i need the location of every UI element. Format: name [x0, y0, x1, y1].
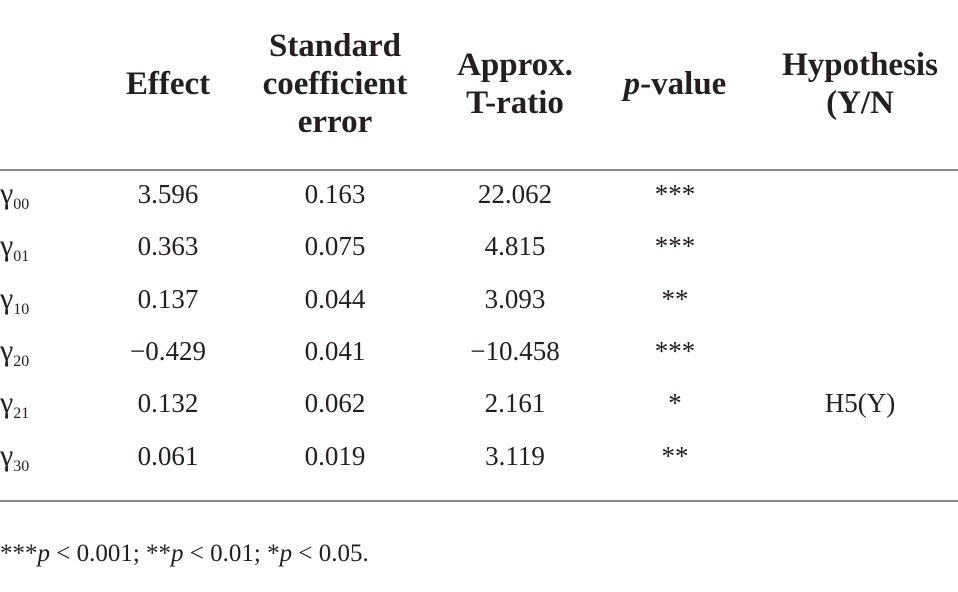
- cell-std-error: 0.019: [304, 440, 366, 471]
- table-row: γ00 3.596 0.163 22.062 ***: [0, 168, 958, 220]
- header-p-italic: p: [623, 66, 641, 102]
- cell-t-ratio: 4.815: [484, 231, 546, 262]
- cell-std-error: 0.163: [304, 179, 366, 209]
- cell-effect: 0.137: [137, 283, 199, 314]
- cell-hypothesis: [762, 325, 958, 377]
- header-p-line: p-value: [624, 65, 727, 103]
- gamma-symbol: γ: [0, 177, 14, 210]
- table-row: γ20 −0.429 0.041 −10.458 ***: [0, 325, 958, 377]
- footnote-p-italic: p: [279, 540, 293, 567]
- header-se-line-1: Standard: [268, 28, 402, 64]
- cell-effect: 0.132: [137, 388, 199, 419]
- gamma-symbol: γ: [0, 281, 14, 315]
- header-se-line-2: coefficient: [262, 66, 408, 102]
- gamma-symbol: γ: [0, 229, 14, 263]
- footnote-text: < 0.05.: [292, 540, 369, 567]
- header-hypothesis: Hypothesis (Y/N: [762, 0, 958, 168]
- gamma-symbol: γ: [0, 333, 14, 367]
- header-t-ratio: Approx. T-ratio: [440, 0, 590, 168]
- cell-effect: 3.596: [137, 179, 199, 209]
- parameter-subscript: 21: [13, 405, 30, 423]
- footnote-text: < 0.01; *: [183, 540, 280, 567]
- bottom-rule: [0, 500, 958, 502]
- row-parameter: γ00: [0, 168, 60, 220]
- row-parameter: γ30: [0, 430, 60, 482]
- row-parameter: γ01: [0, 220, 60, 272]
- cell-hypothesis: H5(Y): [824, 388, 896, 419]
- row-parameter: γ10: [0, 273, 60, 325]
- top-rule: [0, 169, 958, 171]
- footnote-p-italic: p: [171, 540, 184, 567]
- cell-hypothesis: [762, 273, 958, 325]
- cell-p-value: **: [661, 283, 689, 314]
- header-t-line-2: T-ratio: [466, 85, 564, 121]
- header-se-line-3: error: [297, 104, 373, 140]
- cell-hypothesis: [762, 168, 958, 220]
- cell-effect: 0.061: [137, 440, 199, 471]
- cell-hypothesis: [762, 220, 958, 272]
- cell-t-ratio: 3.119: [485, 440, 545, 471]
- gamma-symbol: γ: [0, 386, 14, 420]
- row-parameter: γ20: [0, 325, 60, 377]
- cell-t-ratio: −10.458: [470, 335, 560, 366]
- parameter-subscript: 30: [13, 457, 30, 475]
- header-t-line-1: Approx.: [457, 47, 573, 83]
- parameter-subscript: 00: [13, 196, 30, 213]
- header-p-value: p-value: [600, 0, 750, 168]
- cell-p-value: ***: [654, 231, 696, 262]
- cell-std-error: 0.041: [304, 335, 366, 366]
- cell-effect: −0.429: [130, 335, 206, 366]
- header-p-rest: -value: [640, 66, 727, 102]
- header-standard-error: Standard coefficient error: [245, 0, 425, 168]
- cell-effect: 0.363: [137, 231, 199, 262]
- table-row: γ10 0.137 0.044 3.093 **: [0, 273, 958, 325]
- table-row: γ30 0.061 0.019 3.119 **: [0, 430, 958, 482]
- cell-p-value: *: [668, 388, 682, 419]
- cell-hypothesis: [762, 430, 958, 482]
- parameter-subscript: 20: [13, 352, 30, 370]
- header-hyp-line-2: (Y/N: [826, 85, 894, 121]
- parameter-subscript: 01: [13, 248, 30, 266]
- cell-t-ratio: 2.161: [484, 388, 546, 419]
- cell-p-value: **: [661, 440, 689, 471]
- header-effect-line: Effect: [125, 66, 211, 102]
- parameter-subscript: 10: [13, 300, 30, 318]
- cell-p-value: ***: [654, 335, 696, 366]
- cell-t-ratio: 3.093: [484, 283, 546, 314]
- row-parameter: γ21: [0, 377, 60, 429]
- cell-t-ratio: 22.062: [477, 179, 553, 209]
- header-hyp-line-1: Hypothesis: [782, 47, 938, 83]
- footnote: ***p < 0.001; **p < 0.01; *p < 0.05.: [0, 540, 369, 568]
- footnote-text: ***: [0, 540, 38, 567]
- footnote-text: < 0.001; **: [50, 540, 172, 567]
- table-row: γ01 0.363 0.075 4.815 ***: [0, 220, 958, 272]
- cell-std-error: 0.044: [304, 283, 366, 314]
- cell-std-error: 0.062: [304, 388, 366, 419]
- cell-p-value: ***: [654, 179, 696, 209]
- cell-std-error: 0.075: [304, 231, 366, 262]
- header-effect: Effect: [98, 0, 238, 168]
- gamma-symbol: γ: [0, 438, 14, 472]
- footnote-p-italic: p: [37, 540, 51, 567]
- table-row: γ21 0.132 0.062 2.161 * H5(Y): [0, 377, 958, 429]
